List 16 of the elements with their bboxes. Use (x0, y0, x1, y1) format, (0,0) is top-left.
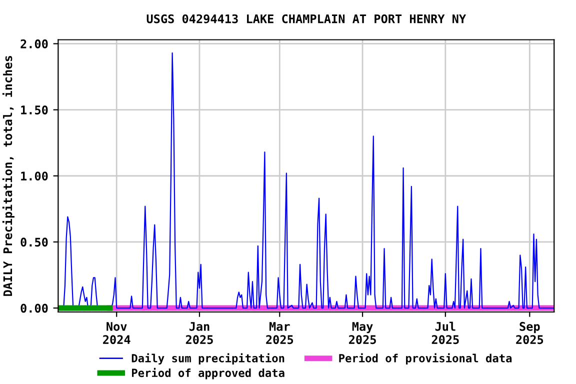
x-tick-label: May 2025 (348, 322, 376, 344)
x-tick-label: Mar 2025 (266, 322, 294, 344)
y-axis-title: DAILY Precipitation, total, inches (2, 56, 14, 296)
legend-label: Period of approved data (132, 368, 284, 380)
legend-label: Period of provisional data (339, 353, 512, 365)
x-tick-label: Jan 2025 (186, 322, 213, 344)
y-tick-label: 0.50 (20, 238, 48, 247)
y-tick-label: 0.00 (20, 304, 48, 313)
chart-title: USGS 04294413 LAKE CHAMPLAIN AT PORT HENRY NY (146, 14, 466, 24)
y-tick-label: 2.00 (20, 39, 48, 48)
x-tick-label: Jul 2025 (432, 322, 459, 344)
x-tick-label: Nov 2024 (103, 322, 130, 344)
x-tick-label: Sep 2025 (516, 322, 544, 344)
y-tick-label: 1.00 (21, 172, 48, 181)
legend-label: Daily sum precipitation (132, 353, 284, 365)
y-tick-label: 1.50 (21, 106, 48, 114)
